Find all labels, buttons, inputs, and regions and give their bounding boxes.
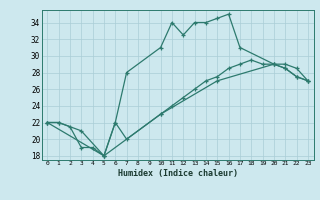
X-axis label: Humidex (Indice chaleur): Humidex (Indice chaleur)	[118, 169, 237, 178]
